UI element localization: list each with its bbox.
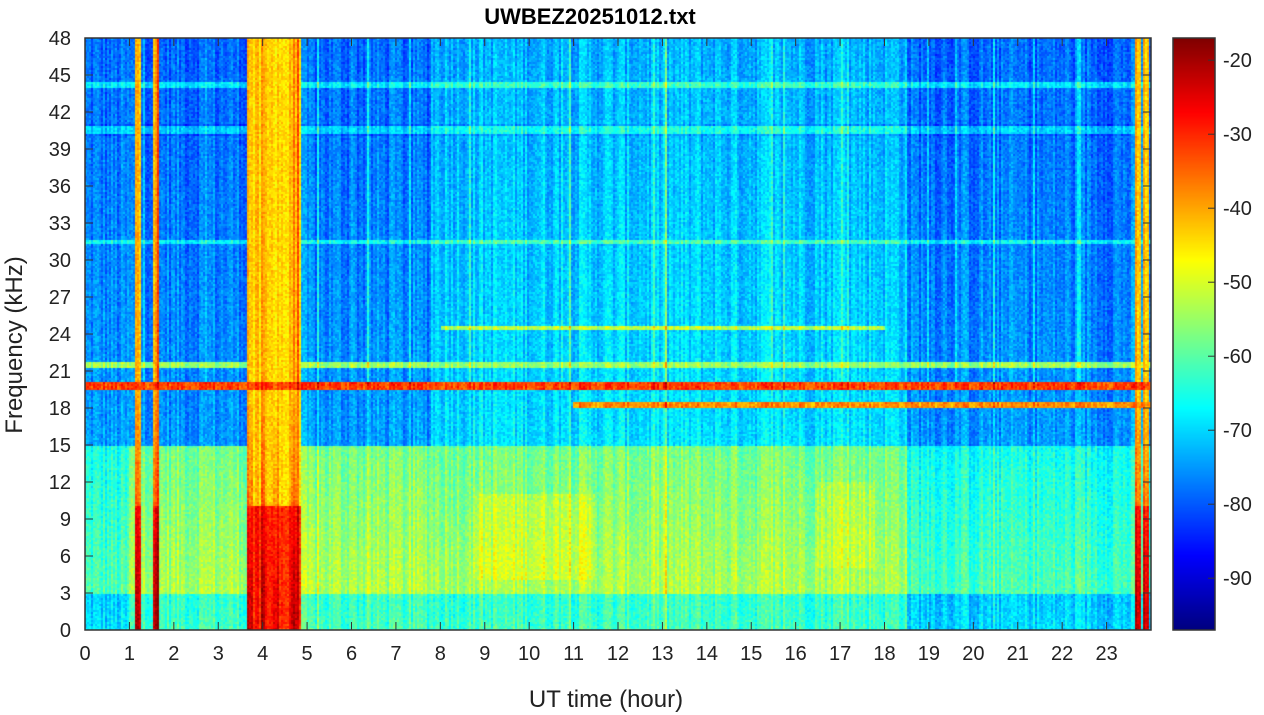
y-tick-label: 21 [49, 361, 71, 383]
x-tick-label: 21 [1007, 643, 1029, 665]
y-tick-label: 3 [60, 583, 71, 605]
x-tick-label: 19 [918, 643, 940, 665]
x-tick-label: 18 [873, 643, 895, 665]
y-tick-label: 0 [60, 620, 71, 642]
y-tick-label: 15 [49, 435, 71, 457]
y-tick-label: 12 [49, 472, 71, 494]
x-tick-label: 0 [79, 643, 90, 665]
colorbar-tick-label: -30 [1223, 124, 1252, 146]
y-tick-label: 9 [60, 509, 71, 531]
colorbar-tick-label: -70 [1223, 420, 1252, 442]
colorbar-tick-label: -60 [1223, 346, 1252, 368]
x-tick-label: 8 [435, 643, 446, 665]
y-tick-label: 6 [60, 546, 71, 568]
x-tick-label: 6 [346, 643, 357, 665]
colorbar: -20 -30 -40 -50 -60 -70 -80 -90 [1172, 37, 1252, 631]
colorbar-gradient [1173, 38, 1215, 630]
x-tick-label: 9 [479, 643, 490, 665]
colorbar-tick-label: -90 [1223, 568, 1252, 590]
x-tick-label: 11 [563, 643, 584, 665]
spectrogram-plot [84, 37, 1152, 631]
chart-title: UWBEZ20251012.txt [484, 4, 696, 29]
x-tick-label: 17 [829, 643, 851, 665]
x-tick-label: 7 [390, 643, 401, 665]
x-tick-label: 3 [213, 643, 224, 665]
colorbar-tick-label: -40 [1223, 198, 1252, 220]
y-tick-label: 27 [49, 287, 71, 309]
x-tick-label: 20 [962, 643, 984, 665]
y-tick-label: 18 [49, 398, 71, 420]
y-tick-label: 45 [49, 65, 71, 87]
colorbar-tick-label: -80 [1223, 494, 1252, 516]
colorbar-tick-label: -20 [1223, 50, 1252, 72]
x-tick-label: 12 [607, 643, 629, 665]
spectrogram-heatmap [85, 38, 1151, 630]
x-axis-ticks: 0 1 2 3 4 5 6 7 8 9 10 11 12 13 14 15 16 17 18 19 20 21 22 23 [79, 38, 1118, 665]
x-axis-label: UT time (hour) [529, 686, 683, 713]
x-tick-label: 10 [518, 643, 540, 665]
x-tick-label: 13 [651, 643, 673, 665]
x-tick-label: 14 [696, 643, 718, 665]
x-tick-label: 22 [1051, 643, 1073, 665]
y-axis-label: Frequency (kHz) [1, 256, 28, 433]
y-tick-label: 36 [49, 176, 71, 198]
colorbar-frame [1172, 37, 1216, 631]
colorbar-tick-label: -50 [1223, 272, 1252, 294]
colorbar-ticks: -20 -30 -40 -50 -60 -70 -80 -90 [1208, 50, 1252, 590]
x-tick-label: 1 [124, 643, 135, 665]
x-tick-label: 16 [785, 643, 807, 665]
y-tick-label: 33 [49, 213, 71, 235]
x-tick-label: 2 [168, 643, 179, 665]
y-tick-label: 24 [49, 324, 71, 346]
x-tick-label: 23 [1095, 643, 1117, 665]
y-tick-label: 42 [49, 102, 71, 124]
y-tick-label: 30 [49, 250, 71, 272]
y-tick-label: 39 [49, 139, 71, 161]
x-tick-label: 15 [740, 643, 762, 665]
x-tick-label: 5 [302, 643, 313, 665]
x-tick-label: 4 [257, 643, 268, 665]
y-tick-label: 48 [49, 28, 71, 50]
